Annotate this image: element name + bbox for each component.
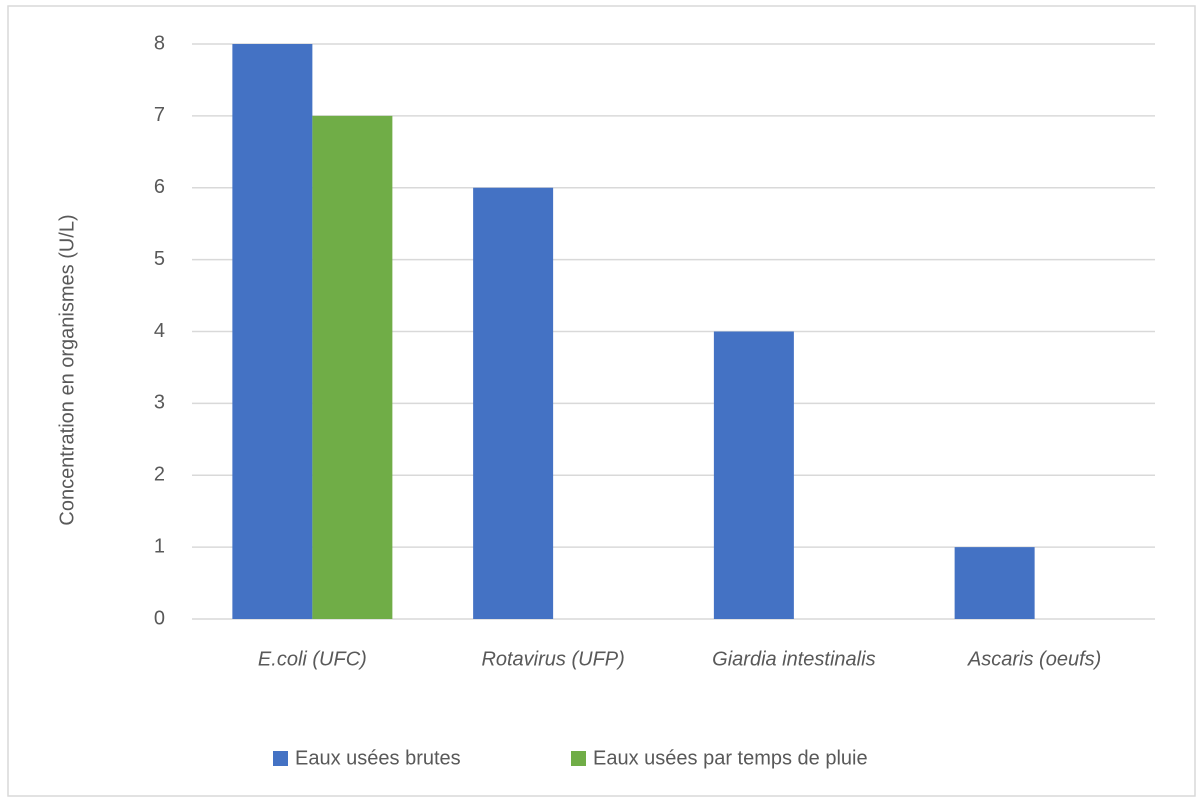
legend-swatch	[571, 751, 586, 766]
x-tick-label: Giardia intestinalis	[712, 648, 875, 670]
y-tick-label: 4	[154, 320, 165, 342]
y-tick-label: 0	[154, 607, 165, 629]
y-tick-label: 3	[154, 392, 165, 414]
legend-label: Eaux usées par temps de pluie	[593, 747, 868, 769]
bar	[473, 187, 554, 619]
bar	[954, 547, 1035, 619]
y-tick-label: 1	[154, 535, 165, 557]
x-tick-label: E.coli (UFC)	[258, 648, 367, 670]
y-tick-label: 7	[154, 104, 165, 126]
legend-swatch	[273, 751, 288, 766]
bar	[232, 44, 313, 619]
x-tick-label: Ascaris (oeufs)	[967, 648, 1101, 670]
legend-label: Eaux usées brutes	[295, 747, 461, 769]
y-axis-label: Concentration en organismes (U/L)	[56, 214, 78, 525]
bar	[713, 331, 794, 619]
y-tick-label: 5	[154, 248, 165, 270]
chart-border	[7, 5, 1196, 797]
y-tick-label: 2	[154, 464, 165, 486]
x-tick-label: Rotavirus (UFP)	[481, 648, 624, 670]
y-tick-label: 8	[154, 32, 165, 54]
bar	[312, 115, 393, 619]
y-tick-label: 6	[154, 176, 165, 198]
